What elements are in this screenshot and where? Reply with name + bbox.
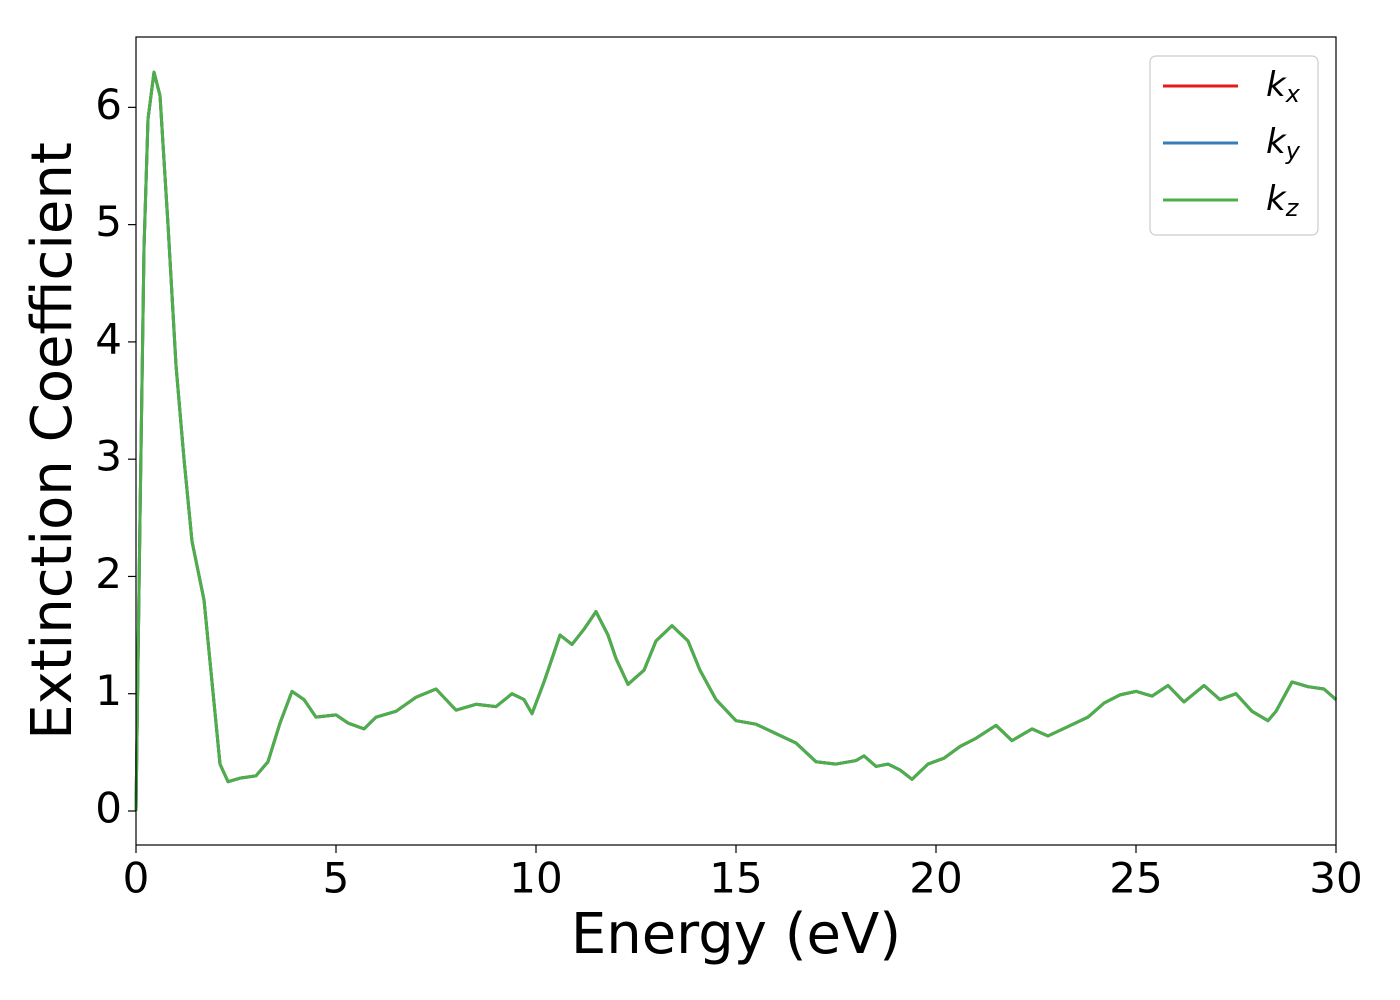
x-tick-label: 15: [709, 854, 762, 903]
x-axis-label: Energy (eV): [571, 902, 901, 967]
y-tick-label: 1: [95, 666, 122, 715]
legend: kx ky kz: [1149, 55, 1319, 236]
legend-label: kz: [1266, 179, 1300, 223]
legend-box: [1149, 55, 1319, 236]
x-tick-label: 25: [1109, 854, 1162, 903]
legend-label: ky: [1266, 122, 1301, 166]
x-tick-label: 30: [1309, 854, 1362, 903]
y-tick-label: 2: [95, 549, 122, 598]
x-tick-label: 20: [909, 854, 962, 903]
y-tick-label: 5: [95, 197, 122, 246]
y-tick-label: 4: [95, 314, 122, 363]
y-tick-label: 3: [95, 432, 122, 481]
x-tick-label: 10: [509, 854, 562, 903]
x-tick-label: 5: [323, 854, 350, 903]
y-tick-label: 6: [95, 80, 122, 129]
x-tick-label: 0: [123, 854, 150, 903]
data-line: [134, 70, 1337, 812]
legend-label: kx: [1266, 65, 1301, 109]
y-tick-label: 0: [95, 783, 122, 832]
y-axis-label: Extinction Coefficient: [20, 142, 85, 740]
